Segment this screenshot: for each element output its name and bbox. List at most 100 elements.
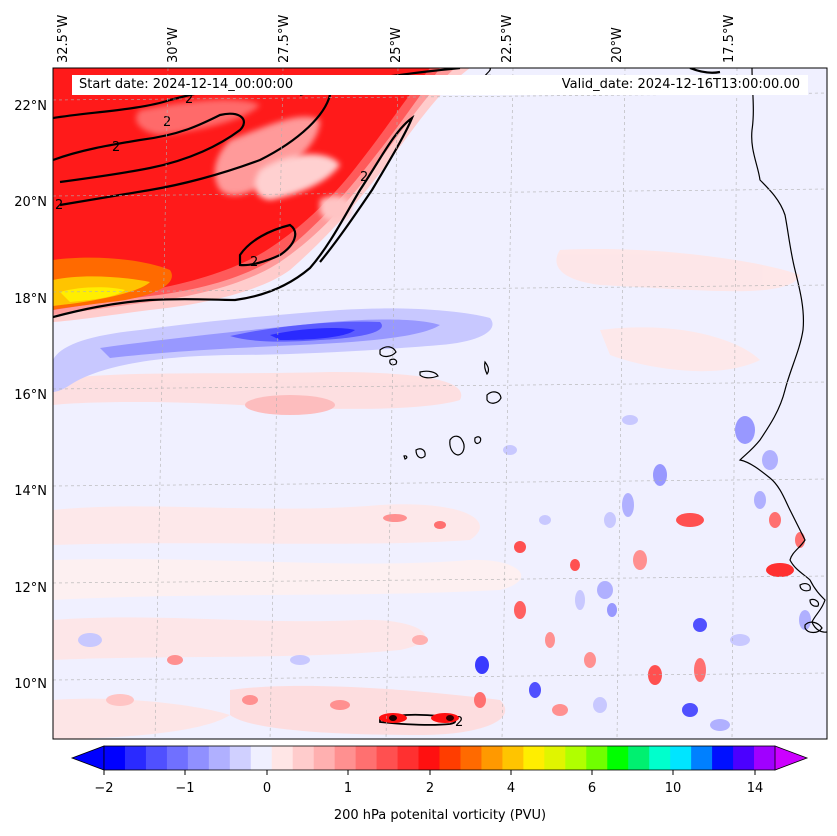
colorbar-cell [733, 746, 755, 770]
contour-label: 2 [484, 65, 492, 80]
colorbar-cell [586, 746, 608, 770]
colorbar-cells [104, 746, 776, 770]
colorbar-cell [334, 746, 357, 770]
colorbar-cell [124, 746, 147, 770]
colorbar-cell [628, 746, 650, 770]
lon-label: 32.5°W [56, 15, 71, 63]
pv-anomaly-blob [412, 635, 428, 645]
pv-anomaly-blob [766, 563, 794, 577]
island [449, 435, 465, 456]
island [804, 621, 823, 634]
pv-anomaly-blob [106, 694, 134, 706]
pv-anomaly-blob [570, 559, 580, 571]
pv-anomaly-blob [622, 493, 634, 517]
island [486, 391, 502, 404]
pv-2-contour-top-right [689, 68, 721, 74]
colorbar-cell [523, 746, 545, 770]
colorbar-cell [104, 746, 126, 770]
contour-label: 2 [455, 715, 463, 730]
colorbar-cell [481, 746, 503, 770]
lat-label: 16°N [14, 388, 47, 403]
colorbar-cell [313, 746, 336, 770]
island [389, 358, 398, 366]
pv-anomaly-blob [607, 603, 617, 617]
contour-label: 2 [185, 92, 193, 107]
island [379, 346, 397, 358]
pv-anomaly-blob [242, 695, 258, 705]
pv-2-contour-lower-lobe [238, 223, 297, 267]
colorbar-tick-label: 2 [426, 781, 434, 796]
scattered-pv-anomalies [78, 415, 811, 731]
pv-2-contour-main [53, 114, 415, 319]
colorbar-cell [292, 746, 315, 770]
lat-label: 12°N [14, 581, 47, 596]
colorbar-tick-label: 10 [665, 781, 682, 796]
lon-label: 30°W [166, 27, 181, 63]
pv-anomaly-blob [676, 513, 704, 527]
colorbar-tick-label: 4 [507, 781, 515, 796]
colorbar-ticks: −2 −1 0 1 2 4 6 10 14 [94, 770, 763, 796]
african-coastline [738, 68, 827, 633]
colorbar-cell [460, 746, 482, 770]
lon-label: 17.5°W [722, 15, 737, 63]
contour-label: 2 [250, 255, 258, 270]
start-date-box [72, 75, 542, 95]
lon-label: 20°W [610, 27, 625, 63]
colorbar-tick-label: 1 [344, 781, 352, 796]
colorbar-cell [397, 746, 420, 770]
colorbar-cell [208, 746, 231, 770]
pv-anomaly-blob [604, 512, 616, 528]
pv-anomaly-blob [735, 416, 755, 444]
map-panel: 2 2 2 2 2 2 2 2 [53, 65, 827, 739]
strong-positive-pv-region [53, 68, 470, 322]
pv-anomaly-blob [754, 491, 766, 509]
lon-label: 22.5°W [500, 15, 515, 63]
pv-anomaly-blob [653, 464, 667, 486]
pv-anomaly-blob [682, 703, 698, 717]
colorbar-cell [439, 746, 461, 770]
pv-anomaly-blob [710, 719, 730, 731]
pv-anomaly-blob [762, 450, 778, 470]
colorbar-cell [166, 746, 189, 770]
colorbar-title: 200 hPa potenital vorticity (PVU) [333, 808, 547, 823]
colorbar: −2 −1 0 1 2 4 6 10 14 [70, 745, 809, 796]
pv-anomaly-blob [514, 541, 526, 553]
pv-anomaly-blob [575, 590, 585, 610]
pv-anomaly-blob [434, 521, 446, 529]
pv-anomaly-core [446, 715, 454, 721]
island [415, 448, 426, 459]
lon-label: 25°W [389, 27, 404, 63]
pv-anomaly-blob [503, 445, 517, 455]
island [403, 455, 408, 460]
colorbar-cell [418, 746, 440, 770]
colorbar-cell [544, 746, 566, 770]
colorbar-tick-label: −1 [175, 781, 194, 796]
lon-label: 27.5°W [277, 15, 292, 63]
colorbar-cell [229, 746, 252, 770]
colorbar-tick-label: 14 [747, 781, 764, 796]
island [484, 360, 490, 376]
pv-anomaly-core [389, 715, 397, 721]
pv-anomaly-blob [593, 697, 607, 713]
gridlines [53, 68, 827, 739]
lat-label: 18°N [14, 292, 47, 307]
pv-anomaly-blob [78, 633, 102, 647]
colorbar-cell [355, 746, 378, 770]
valid-date-label: Valid_date: 2024-12-16T13:00:00.00 [561, 77, 800, 92]
pv-anomaly-blob [633, 550, 647, 570]
pv-anomaly-blob [597, 581, 613, 599]
colorbar-cell [670, 746, 692, 770]
pv-anomaly-blob [545, 632, 555, 648]
pv-anomaly-blob [799, 610, 811, 630]
colorbar-cell [187, 746, 210, 770]
colorbar-cell [565, 746, 587, 770]
contour-label: 2 [360, 170, 368, 185]
pv-2-contour-upper-band [53, 82, 332, 207]
pv-anomaly-blob [584, 652, 596, 668]
pv-anomaly-blob [694, 658, 706, 682]
colorbar-cell [649, 746, 671, 770]
start-date-label: Start date: 2024-12-14_00:00:00 [79, 77, 294, 92]
colorbar-cell [376, 746, 399, 770]
pv-anomaly-blob [383, 514, 407, 522]
pv-anomaly-blob [769, 512, 781, 528]
